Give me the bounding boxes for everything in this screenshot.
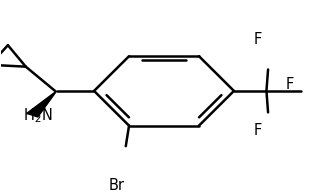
Text: Br: Br xyxy=(109,178,125,193)
Polygon shape xyxy=(27,91,57,117)
Text: F: F xyxy=(254,122,262,138)
Text: F: F xyxy=(254,32,262,47)
Text: H$_2$N: H$_2$N xyxy=(23,107,52,125)
Text: F: F xyxy=(286,77,294,92)
